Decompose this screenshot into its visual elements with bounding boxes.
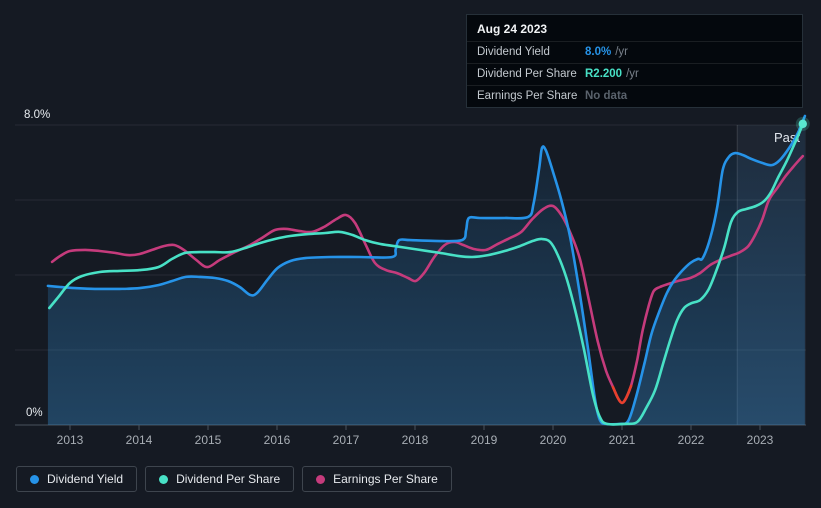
- negative-earnings-segment: [611, 384, 633, 405]
- y-axis-top-label: 8.0%: [24, 109, 50, 121]
- earnings-per-share-line: [50, 154, 805, 405]
- dividend-per-share-dot-icon: [159, 474, 169, 484]
- x-tick-label: 2015: [195, 433, 222, 447]
- x-tick-label: 2019: [471, 433, 498, 447]
- tooltip-date: Aug 24 2023: [477, 22, 548, 36]
- x-tick-label: 2022: [678, 433, 705, 447]
- tooltip-label: Dividend Yield: [477, 46, 550, 58]
- x-tick-label: 2018: [402, 433, 429, 447]
- x-tick-label: 2020: [540, 433, 567, 447]
- x-tick-label: 2023: [747, 433, 774, 447]
- dividend-chart-canvas: 2013 2014 2015 2016 2017 2018 2019 2020 2021 2022…: [15, 109, 810, 447]
- y-axis-bottom-label: 0%: [26, 407, 43, 419]
- legend-label: Dividend Per Share: [176, 472, 281, 486]
- tooltip-value: R2.200: [585, 68, 623, 80]
- today-marker-dot-icon: [798, 119, 807, 129]
- legend-label: Dividend Yield: [47, 472, 124, 486]
- chart-tooltip: Aug 24 2023 Dividend Yield 8.0% /yr Divi…: [466, 14, 803, 108]
- dividend-yield-dot-icon: [30, 474, 39, 484]
- x-tick-label: 2021: [609, 433, 636, 447]
- x-tick-label: 2014: [126, 433, 153, 447]
- dividend-yield-line: [46, 114, 807, 426]
- tooltip-value: No data: [585, 90, 628, 102]
- tooltip-unit: /yr: [615, 46, 628, 58]
- tooltip-row-earnings-per-share: Earnings Per Share No data: [467, 85, 802, 107]
- tooltip-label: Dividend Per Share: [477, 68, 577, 80]
- chart-legend: Dividend Yield Dividend Per Share Earnin…: [16, 466, 452, 492]
- legend-label: Earnings Per Share: [333, 472, 438, 486]
- x-tick-label: 2016: [264, 433, 291, 447]
- earnings-per-share-dot-icon: [316, 474, 326, 484]
- tooltip-row-dividend-yield: Dividend Yield 8.0% /yr: [467, 41, 802, 63]
- x-tick-label: 2013: [57, 433, 84, 447]
- legend-toggle-earnings-per-share[interactable]: Earnings Per Share: [302, 466, 452, 492]
- tooltip-row-dividend-per-share: Dividend Per Share R2.200 /yr: [467, 63, 802, 85]
- dividend-per-share-line: [48, 122, 805, 426]
- legend-toggle-dividend-yield[interactable]: Dividend Yield: [16, 466, 138, 492]
- legend-toggle-dividend-per-share[interactable]: Dividend Per Share: [145, 466, 295, 492]
- tooltip-value: 8.0%: [585, 46, 612, 58]
- x-tick-label: 2017: [333, 433, 360, 447]
- tooltip-unit: /yr: [626, 68, 639, 80]
- tooltip-label: Earnings Per Share: [477, 90, 578, 102]
